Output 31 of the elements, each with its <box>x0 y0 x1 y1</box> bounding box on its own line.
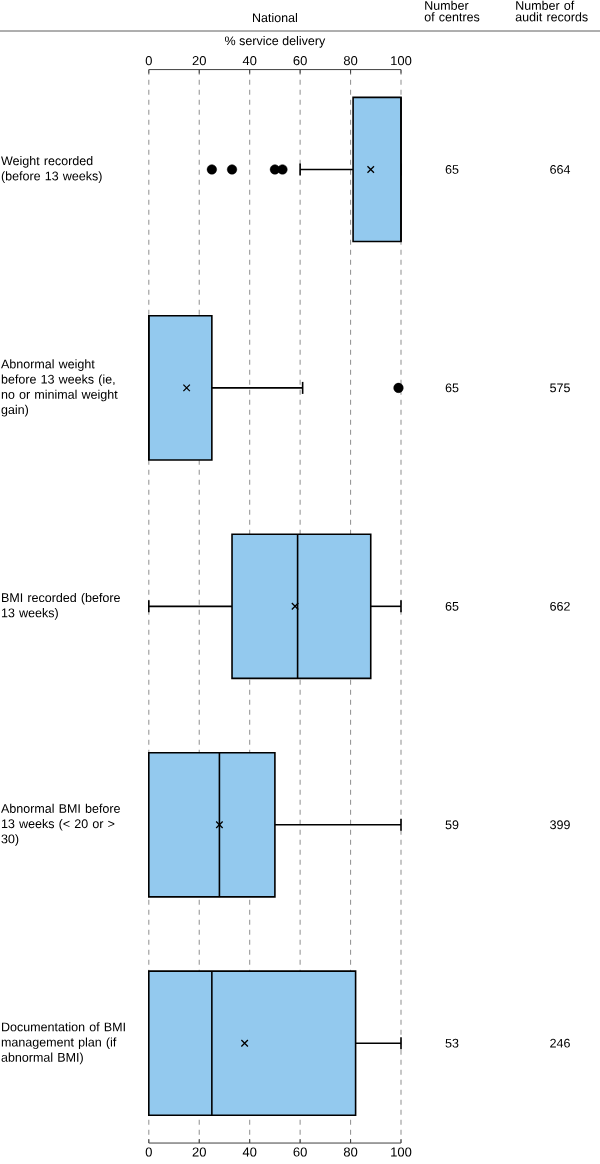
text: Number of audit records <box>515 0 588 22</box>
x-tick-label: 20 <box>192 1147 206 1157</box>
text: 662 <box>550 601 570 611</box>
x-tick-label: 0 <box>145 1147 152 1157</box>
text: 399 <box>550 820 570 830</box>
x2-tick-label: 100 <box>391 56 412 66</box>
x2-tick-label: 60 <box>293 56 307 66</box>
text: Number of centres <box>424 0 480 22</box>
x2-tick-label: 80 <box>343 56 358 66</box>
y-tick-label: Abnormal weight before 13 weeks (ie, no or minimal weight gain) <box>1 359 118 417</box>
y-tick-label: BMI recorded (before 13 weeks) <box>1 592 120 620</box>
text: 65 <box>445 383 459 393</box>
text: 59 <box>445 820 459 830</box>
x2-tick-label: 20 <box>192 56 206 66</box>
text: 53 <box>445 1038 459 1048</box>
text: 65 <box>445 601 459 611</box>
y-tick-label: Documentation of BMI management plan (if abnormal BMI) <box>1 1022 125 1065</box>
text: 575 <box>550 383 570 393</box>
y-tick-label: Abnormal BMI before 13 weeks (< 20 or > 30) <box>1 803 120 846</box>
x-tick-label: 60 <box>293 1147 307 1157</box>
x2-axis-title: % service delivery <box>224 36 326 48</box>
text: 65 <box>445 165 459 174</box>
x-tick-label: 40 <box>242 1147 257 1157</box>
text: 246 <box>550 1038 570 1048</box>
y-tick-label: Weight recorded (before 13 weeks) <box>1 156 102 183</box>
x-tick-label: 100 <box>391 1147 412 1157</box>
chart-title: National <box>253 12 297 23</box>
text: 664 <box>550 165 571 174</box>
x2-tick-label: 0 <box>145 56 152 66</box>
x2-tick-label: 40 <box>242 56 257 66</box>
x-tick-label: 80 <box>343 1147 358 1157</box>
